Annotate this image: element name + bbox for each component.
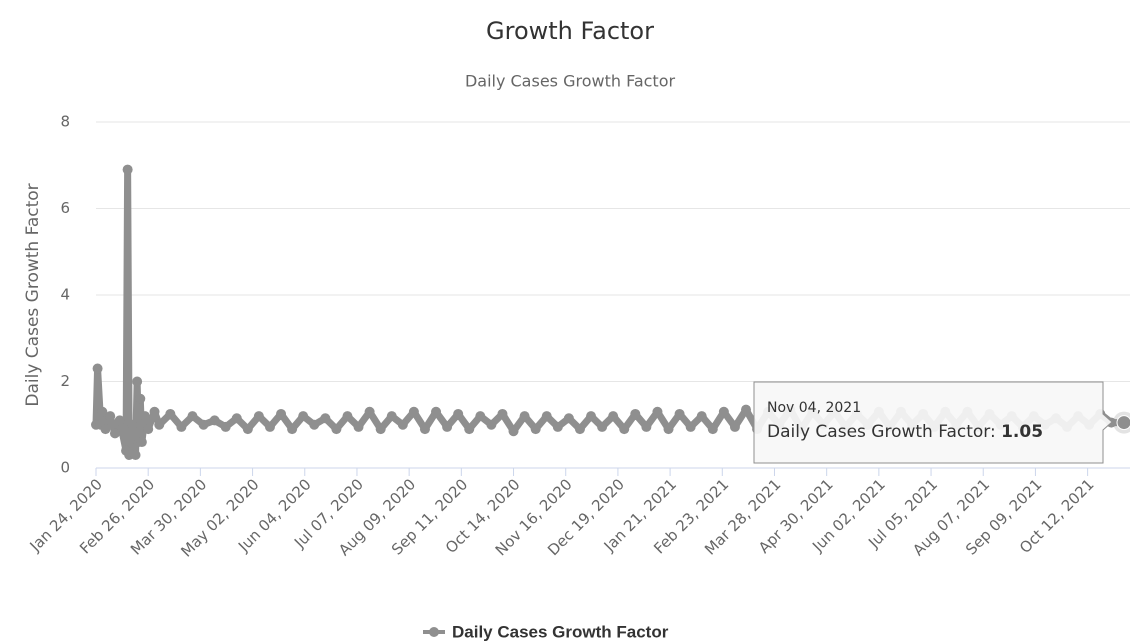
tooltip-date: Nov 04, 2021 xyxy=(767,400,861,416)
point xyxy=(586,411,597,422)
point xyxy=(105,411,116,422)
point xyxy=(276,408,287,419)
point xyxy=(353,421,364,432)
point xyxy=(630,408,641,419)
chart-title: Growth Factor xyxy=(486,17,654,45)
point xyxy=(342,411,353,422)
point xyxy=(97,406,108,417)
point xyxy=(320,413,331,424)
point xyxy=(442,421,453,432)
legend-label[interactable]: Daily Cases Growth Factor xyxy=(452,622,669,641)
legend[interactable]: Daily Cases Growth Factor xyxy=(423,622,669,641)
point xyxy=(154,419,165,430)
point xyxy=(220,421,231,432)
point xyxy=(309,419,320,430)
point xyxy=(475,411,486,422)
point xyxy=(519,411,530,422)
point xyxy=(431,406,442,417)
tooltip-value: 1.05 xyxy=(1001,422,1043,442)
point xyxy=(597,421,608,432)
point xyxy=(741,404,752,415)
point xyxy=(707,424,718,435)
point xyxy=(508,426,519,437)
point xyxy=(231,413,242,424)
point xyxy=(122,164,133,175)
point xyxy=(574,424,585,435)
point xyxy=(408,406,419,417)
y-tick-label: 2 xyxy=(60,372,70,390)
point xyxy=(386,411,397,422)
point xyxy=(718,406,729,417)
point xyxy=(453,408,464,419)
point xyxy=(696,411,707,422)
point xyxy=(674,408,685,419)
point xyxy=(486,419,497,430)
point xyxy=(563,413,574,424)
point xyxy=(729,421,740,432)
point xyxy=(92,363,103,374)
y-tick-label: 6 xyxy=(60,199,70,217)
point xyxy=(663,424,674,435)
point xyxy=(552,421,563,432)
point xyxy=(641,421,652,432)
point xyxy=(298,411,309,422)
point xyxy=(530,424,541,435)
point xyxy=(143,424,154,435)
tooltip-box xyxy=(753,381,1113,464)
point xyxy=(187,411,198,422)
point xyxy=(364,406,375,417)
point xyxy=(685,421,696,432)
point xyxy=(242,424,253,435)
point xyxy=(140,411,151,422)
point xyxy=(287,424,298,435)
y-tick-label: 4 xyxy=(60,286,70,304)
tooltip: Nov 04, 2021 Daily Cases Growth Factor: … xyxy=(753,381,1113,464)
point xyxy=(209,415,220,426)
point xyxy=(149,406,160,417)
point xyxy=(331,424,342,435)
point xyxy=(136,437,147,448)
y-tick-label: 8 xyxy=(60,113,70,131)
point xyxy=(100,424,111,435)
point xyxy=(114,415,125,426)
tooltip-series: Daily Cases Growth Factor: xyxy=(767,422,996,442)
point xyxy=(130,450,141,461)
y-axis-label: Daily Cases Growth Factor xyxy=(23,183,43,406)
point xyxy=(198,419,209,430)
hover-point xyxy=(1116,415,1130,431)
legend-symbol xyxy=(429,627,439,637)
point xyxy=(497,408,508,419)
point xyxy=(652,406,663,417)
point xyxy=(264,421,275,432)
tooltip-label: Daily Cases Growth Factor: 1.05 xyxy=(767,422,1043,442)
point xyxy=(419,424,430,435)
point xyxy=(464,424,475,435)
point xyxy=(253,411,264,422)
y-tick-label: 0 xyxy=(60,459,70,477)
point xyxy=(135,393,146,404)
point xyxy=(132,376,143,387)
point xyxy=(165,408,176,419)
point xyxy=(109,428,120,439)
point xyxy=(619,424,630,435)
point xyxy=(541,411,552,422)
point xyxy=(127,419,138,430)
chart-subtitle: Daily Cases Growth Factor xyxy=(465,72,676,91)
point xyxy=(397,419,408,430)
point xyxy=(176,421,187,432)
point xyxy=(375,424,386,435)
point xyxy=(608,411,619,422)
